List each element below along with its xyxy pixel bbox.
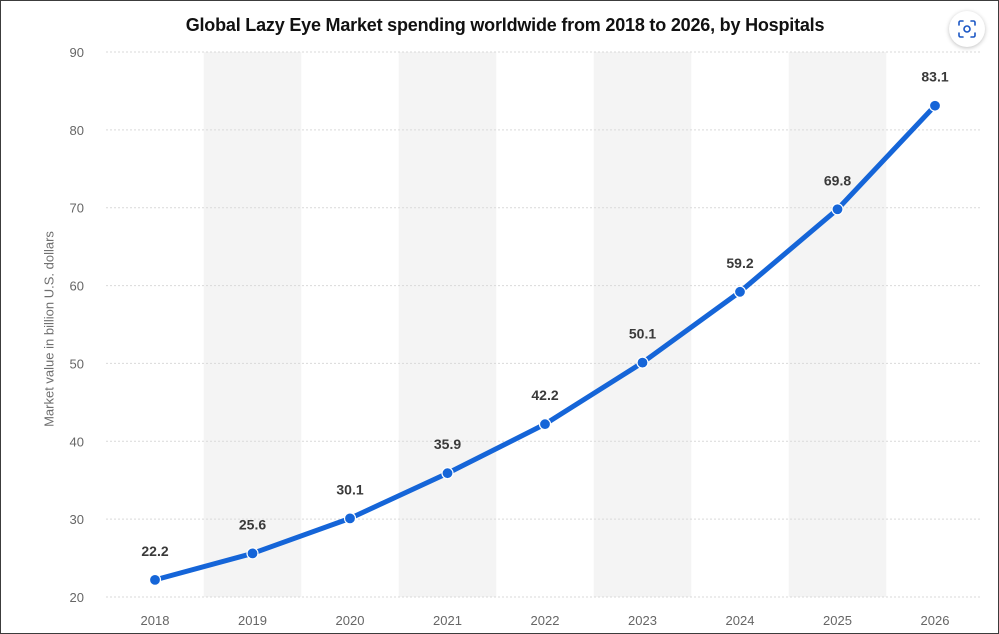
data-point	[148, 573, 162, 586]
scan-icon	[958, 20, 976, 38]
column-band	[593, 52, 692, 597]
x-tick-label: 2022	[531, 613, 560, 628]
x-tick-label: 2019	[238, 613, 267, 628]
data-point	[831, 203, 844, 216]
data-label: 69.8	[824, 172, 851, 188]
data-label: 42.2	[531, 387, 558, 403]
grid-lines	[106, 51, 981, 598]
x-tick-label: 2021	[433, 613, 462, 628]
y-tick-label: 60	[70, 279, 84, 294]
data-point	[441, 467, 454, 480]
x-tick-label: 2020	[336, 613, 365, 628]
column-band	[203, 52, 302, 597]
x-tick-label: 2024	[726, 613, 755, 628]
x-tick-label: 2018	[141, 613, 170, 628]
y-tick-label: 80	[70, 123, 84, 138]
column-bands	[203, 52, 887, 597]
scan-button[interactable]	[949, 11, 985, 47]
data-label: 50.1	[629, 326, 656, 342]
data-point	[636, 356, 649, 369]
y-tick-label: 90	[70, 45, 84, 60]
y-tick-label: 50	[70, 356, 84, 371]
data-point	[928, 99, 942, 112]
data-label: 30.1	[336, 481, 363, 497]
data-label: 83.1	[921, 69, 948, 85]
column-band	[398, 52, 497, 597]
x-axis-ticks: 2018 2019 2020 2021 2022 2023 2024 2025 2026	[141, 613, 950, 628]
chart-title: Global Lazy Eye Market spending worldwid…	[185, 15, 825, 35]
x-tick-label: 2025	[823, 613, 852, 628]
y-tick-label: 30	[70, 512, 84, 527]
data-label: 59.2	[726, 255, 753, 271]
data-point	[538, 418, 552, 431]
data-points	[148, 99, 942, 586]
data-point	[246, 547, 259, 560]
data-point	[343, 512, 357, 525]
y-tick-label: 70	[70, 201, 84, 216]
y-tick-label: 40	[70, 434, 84, 449]
data-label: 22.2	[141, 543, 168, 559]
column-band	[788, 52, 887, 597]
data-label: 25.6	[239, 516, 266, 532]
data-point	[733, 285, 747, 298]
y-axis-ticks: 20 30 40 50 60 70 80 90	[70, 45, 84, 605]
x-tick-label: 2023	[628, 613, 657, 628]
data-label: 35.9	[434, 436, 461, 452]
x-tick-label: 2026	[921, 613, 950, 628]
data-labels: 22.2 25.6 30.1 35.9 42.2 50.1 59.2 69.8 83.1	[141, 69, 948, 559]
y-tick-label: 20	[70, 590, 84, 605]
